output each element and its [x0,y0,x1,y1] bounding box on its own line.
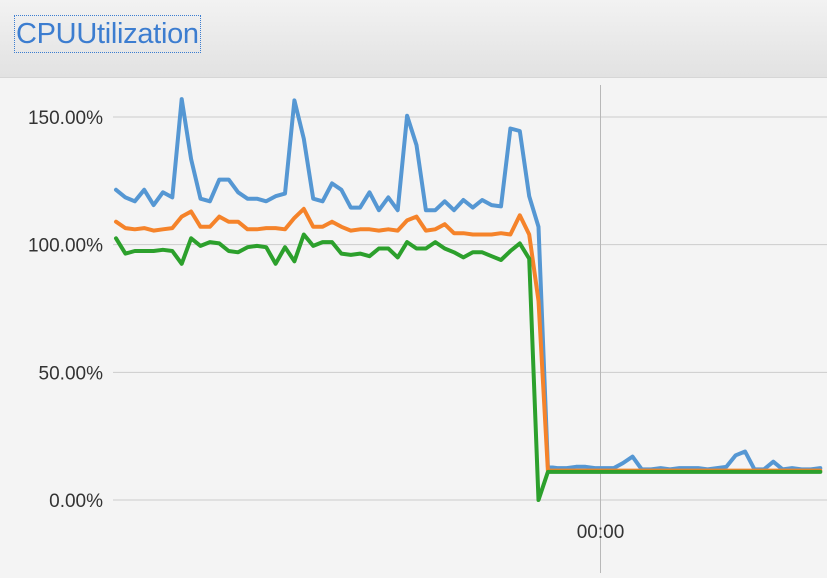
y-tick-label: 150.00% [28,108,103,129]
y-tick-label: 100.00% [28,236,103,257]
y-tick-labels: 150.00% 100.00% 50.00% 0.00% [28,108,103,512]
series-line-3 [114,232,823,502]
grid-layer [113,116,827,501]
x-tick-labels: 00:00 [577,522,625,543]
series-layer [114,97,823,502]
chart-canvas: 150.00% 100.00% 50.00% 0.00% 00:00 [28,85,827,573]
series-line-1 [114,97,823,472]
series-line-2 [114,206,823,473]
chart-header: CPUUtilization [0,0,827,78]
x-tick-label: 00:00 [577,522,625,543]
chart-title-link[interactable]: CPUUtilization [14,15,201,53]
cpu-utilization-chart: 150.00% 100.00% 50.00% 0.00% 00:00 [0,78,827,573]
y-tick-label: 50.00% [39,363,104,384]
y-tick-label: 0.00% [49,491,103,512]
